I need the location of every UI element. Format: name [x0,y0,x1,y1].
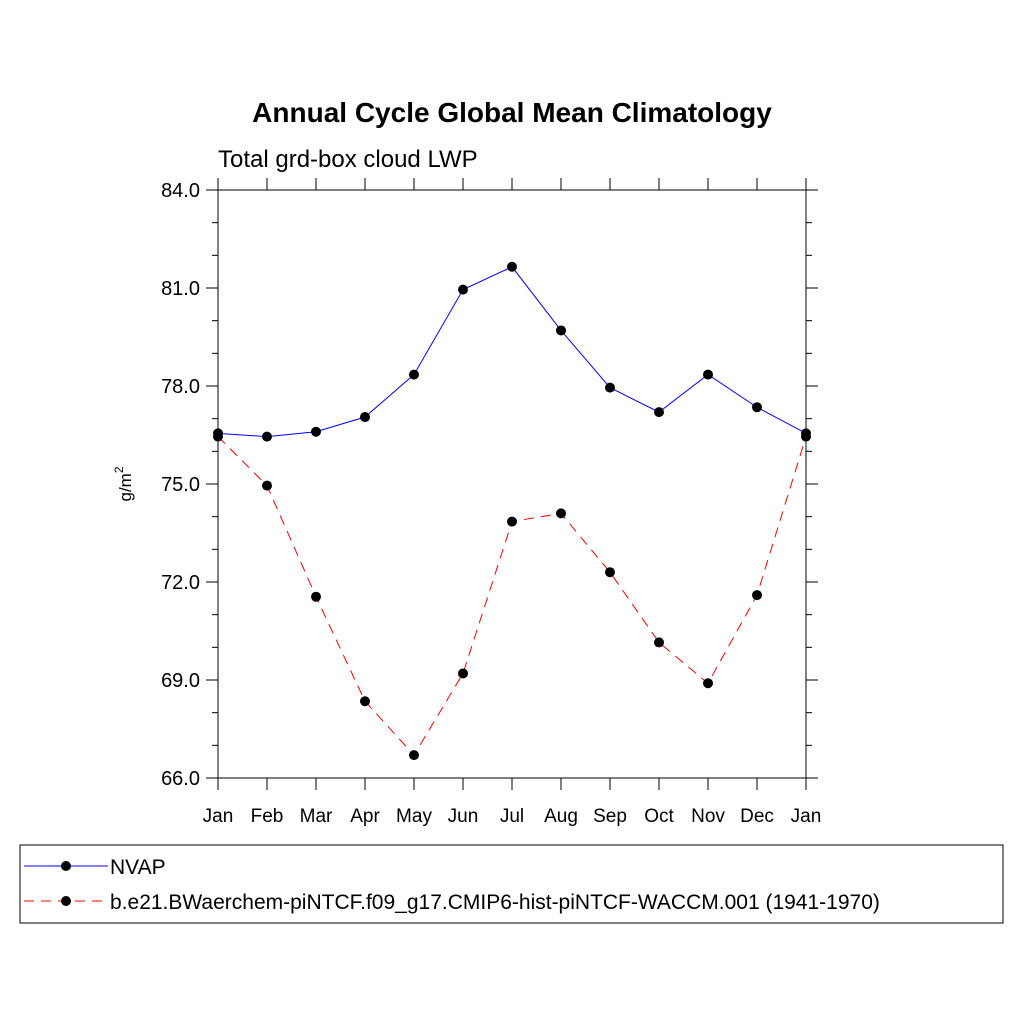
legend-label-nvap: NVAP [110,856,166,879]
x-tick-label: Mar [300,806,333,827]
y-tick-label: 66.0 [161,768,200,790]
data-point [507,516,517,527]
x-tick-label: Sep [593,806,627,827]
data-point [458,668,468,679]
data-point [801,431,811,442]
y-tick-label: 72.0 [161,572,200,594]
legend: NVAP b.e21.BWaerchem-piNTCF.f09_g17.CMIP… [19,844,1004,924]
legend-box [19,844,1004,924]
data-point [703,678,713,689]
data-point [556,508,566,519]
legend-label-model: b.e21.BWaerchem-piNTCF.f09_g17.CMIP6-his… [110,891,880,914]
data-point [752,590,762,601]
axes: Jan Feb Mar Apr May Jun Jul Aug Sep Oct Nov Dec Jan6… [161,178,821,827]
data-point [605,382,615,393]
data-point [409,369,419,380]
x-tick-label: Aug [544,806,578,827]
x-tick-label: Feb [251,806,284,827]
legend-marker-nvap [61,861,71,871]
y-tick-label: 81.0 [161,278,200,300]
data-point [605,567,615,578]
y-tick-label: 69.0 [161,670,200,692]
data-point [409,750,419,761]
chart-subtitle: Total grd-box cloud LWP [218,146,478,173]
y-axis-label: g/m2 [112,466,135,501]
data-point [213,431,223,442]
plot-frame [217,189,807,779]
data-point [262,480,272,491]
data-point [360,696,370,707]
data-point [752,402,762,413]
data-point [703,369,713,380]
series-layer [213,261,811,761]
data-point [360,412,370,423]
x-tick-label: Jan [203,806,234,827]
data-point [507,261,517,272]
y-axis-label-sup: 2 [112,466,126,473]
data-point [654,637,664,648]
series-line-1 [217,436,807,756]
x-tick-label: Apr [350,806,380,827]
y-tick-label: 84.0 [161,180,200,202]
x-tick-label: Jan [791,806,822,827]
x-tick-label: Oct [644,806,674,827]
data-point [311,591,321,602]
series-line-0 [217,266,807,438]
x-tick-label: May [396,806,432,827]
x-tick-label: Jul [500,806,524,827]
y-tick-label: 75.0 [161,474,200,496]
data-point [458,284,468,295]
data-point [556,325,566,336]
x-tick-label: Nov [691,806,725,827]
legend-marker-model [61,896,71,906]
data-point [311,426,321,437]
x-tick-label: Jun [448,806,479,827]
data-point [654,407,664,418]
chart-title: Annual Cycle Global Mean Climatology [252,97,772,128]
y-axis-label-base: g/m [116,473,135,501]
data-point [262,431,272,442]
x-tick-label: Dec [740,806,774,827]
y-tick-label: 78.0 [161,376,200,398]
